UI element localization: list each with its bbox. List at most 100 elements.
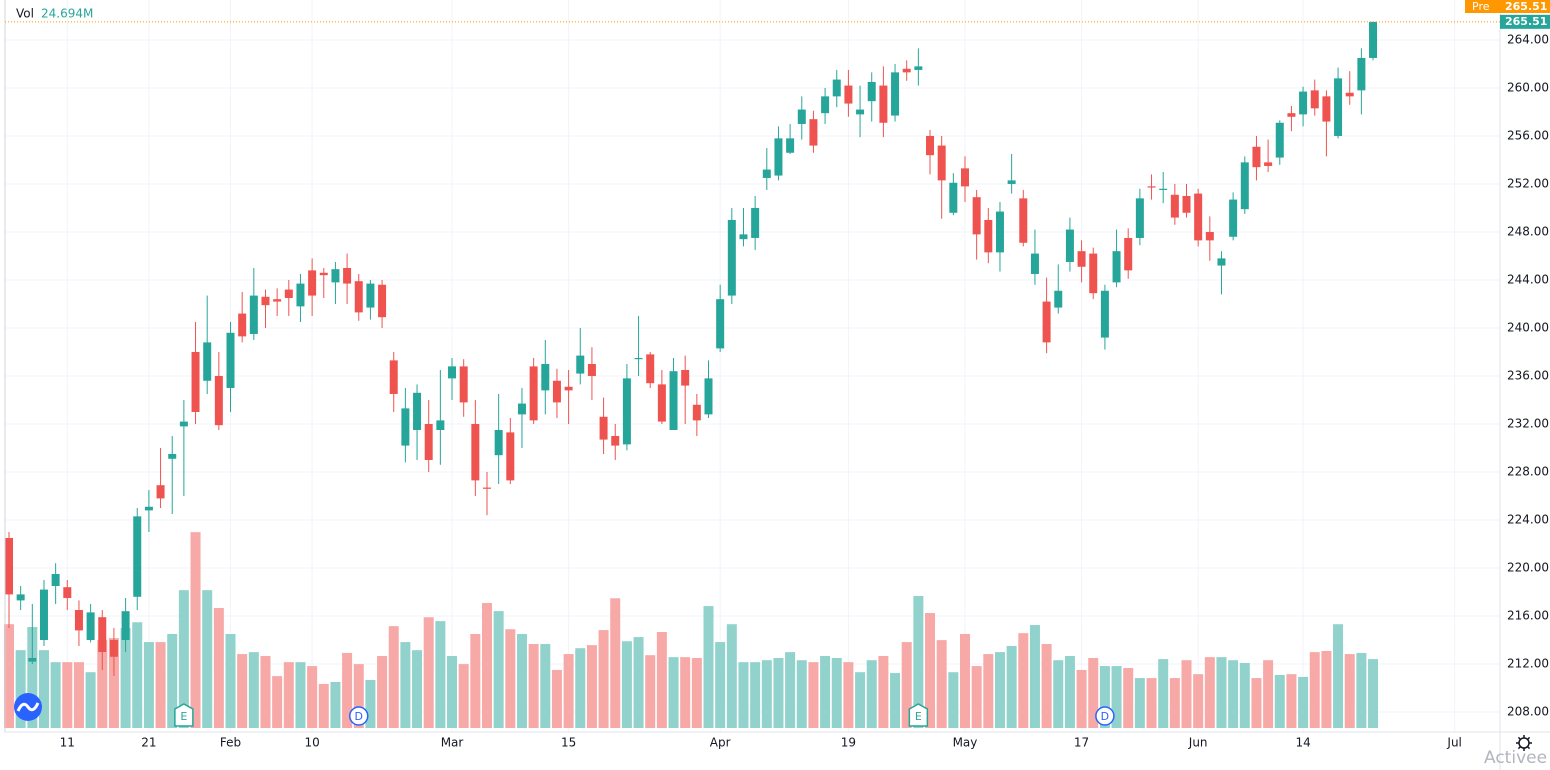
- candle-body: [401, 408, 410, 446]
- volume-bar: [913, 596, 924, 728]
- volume-bar: [761, 660, 772, 728]
- volume-bar: [1321, 650, 1332, 728]
- candle-body: [1299, 91, 1308, 115]
- volume-bar: [365, 680, 376, 728]
- volume-bar: [248, 652, 259, 728]
- candle-body: [657, 384, 666, 422]
- candle-body: [16, 594, 25, 601]
- volume-bar: [353, 664, 364, 728]
- x-tick-label: May: [953, 736, 978, 750]
- candle-body: [98, 617, 107, 652]
- candle-body: [1205, 231, 1214, 241]
- candle-body: [1357, 57, 1366, 91]
- event-shape: [174, 703, 194, 727]
- volume-bar: [1134, 678, 1145, 728]
- candle-body: [448, 366, 457, 379]
- volume-bar: [1263, 660, 1274, 728]
- candle-body: [144, 506, 153, 511]
- volume-bar: [1088, 657, 1099, 728]
- volume-bar: [621, 641, 632, 728]
- candle-body: [856, 109, 865, 115]
- volume-bar: [213, 608, 224, 728]
- candle-body: [424, 423, 433, 460]
- volume-bar: [820, 656, 831, 728]
- candle-body: [914, 66, 923, 70]
- event-marker[interactable]: E: [908, 703, 929, 727]
- volume-bar: [785, 652, 796, 728]
- candle-body: [296, 283, 305, 307]
- candle-body: [1124, 237, 1133, 271]
- candle-body: [1007, 180, 1016, 184]
- event-marker[interactable]: D: [349, 706, 369, 726]
- candle-body: [1135, 198, 1144, 238]
- candle-body: [1054, 290, 1063, 308]
- volume-bar: [85, 672, 96, 728]
- candle-body: [564, 386, 573, 391]
- candle-body: [1275, 122, 1284, 158]
- candle-body: [552, 380, 561, 403]
- settings-button[interactable]: [1516, 735, 1532, 751]
- volume-bar: [855, 672, 866, 728]
- candle-body: [238, 313, 247, 337]
- volume-bar: [680, 657, 691, 728]
- candle-body: [308, 270, 317, 296]
- volume-bar: [691, 657, 702, 728]
- candle-body: [1112, 251, 1121, 283]
- x-tick-label: 21: [141, 736, 156, 750]
- volume-bar: [516, 633, 527, 728]
- candle-body: [1194, 193, 1203, 241]
- candle-body: [716, 299, 725, 349]
- candle-body: [599, 416, 608, 440]
- gear-teeth: [1516, 735, 1532, 751]
- candle-body: [960, 168, 969, 187]
- candle-body: [937, 145, 946, 181]
- x-tick-label: 11: [60, 736, 75, 750]
- y-tick-label: 220.00: [1507, 560, 1549, 574]
- volume-bar: [959, 633, 970, 728]
- x-tick-label: 17: [1074, 736, 1089, 750]
- event-marker[interactable]: D: [1095, 706, 1115, 726]
- volume-bar: [528, 644, 539, 728]
- candle-body: [1030, 253, 1039, 274]
- candle-body: [436, 420, 445, 430]
- candle-body: [494, 429, 503, 456]
- volume-bar: [610, 598, 621, 728]
- x-tick-label: Jun: [1188, 736, 1208, 750]
- volume-bar: [878, 656, 889, 728]
- tv-logo[interactable]: [14, 693, 42, 721]
- volume-bar: [575, 648, 586, 728]
- candle-body: [261, 296, 270, 306]
- volume-bar: [260, 656, 271, 728]
- candle-body: [168, 453, 177, 459]
- candle-body: [517, 403, 526, 415]
- candle-body: [949, 182, 958, 213]
- candle-body: [727, 219, 736, 296]
- candle-body: [482, 487, 491, 489]
- candle-body: [156, 485, 165, 499]
- y-tick-label: 208.00: [1507, 704, 1549, 718]
- x-tick-label: 19: [841, 736, 856, 750]
- volume-bar: [481, 603, 492, 728]
- volume-bar: [971, 666, 982, 728]
- volume-bar: [377, 656, 388, 728]
- event-label: D: [1101, 710, 1109, 723]
- volume-bar: [1239, 662, 1250, 728]
- candle-body: [821, 96, 830, 114]
- event-marker[interactable]: E: [174, 703, 194, 727]
- candle-body: [692, 404, 701, 421]
- volume-bar: [318, 683, 329, 728]
- candle-body: [1042, 301, 1051, 343]
- volume-bar: [726, 624, 737, 728]
- candle-body: [1240, 162, 1249, 210]
- candle-body: [1252, 146, 1261, 168]
- volume-bar: [295, 662, 306, 728]
- candle-body: [1334, 78, 1343, 136]
- candle-body: [354, 281, 363, 313]
- candle-body: [343, 267, 352, 284]
- candle-body: [121, 611, 130, 640]
- volume-bar: [1274, 674, 1285, 728]
- candle-body: [1369, 21, 1378, 58]
- volume-bar: [1018, 633, 1029, 728]
- candle-body: [51, 573, 60, 586]
- candle-body: [634, 357, 643, 360]
